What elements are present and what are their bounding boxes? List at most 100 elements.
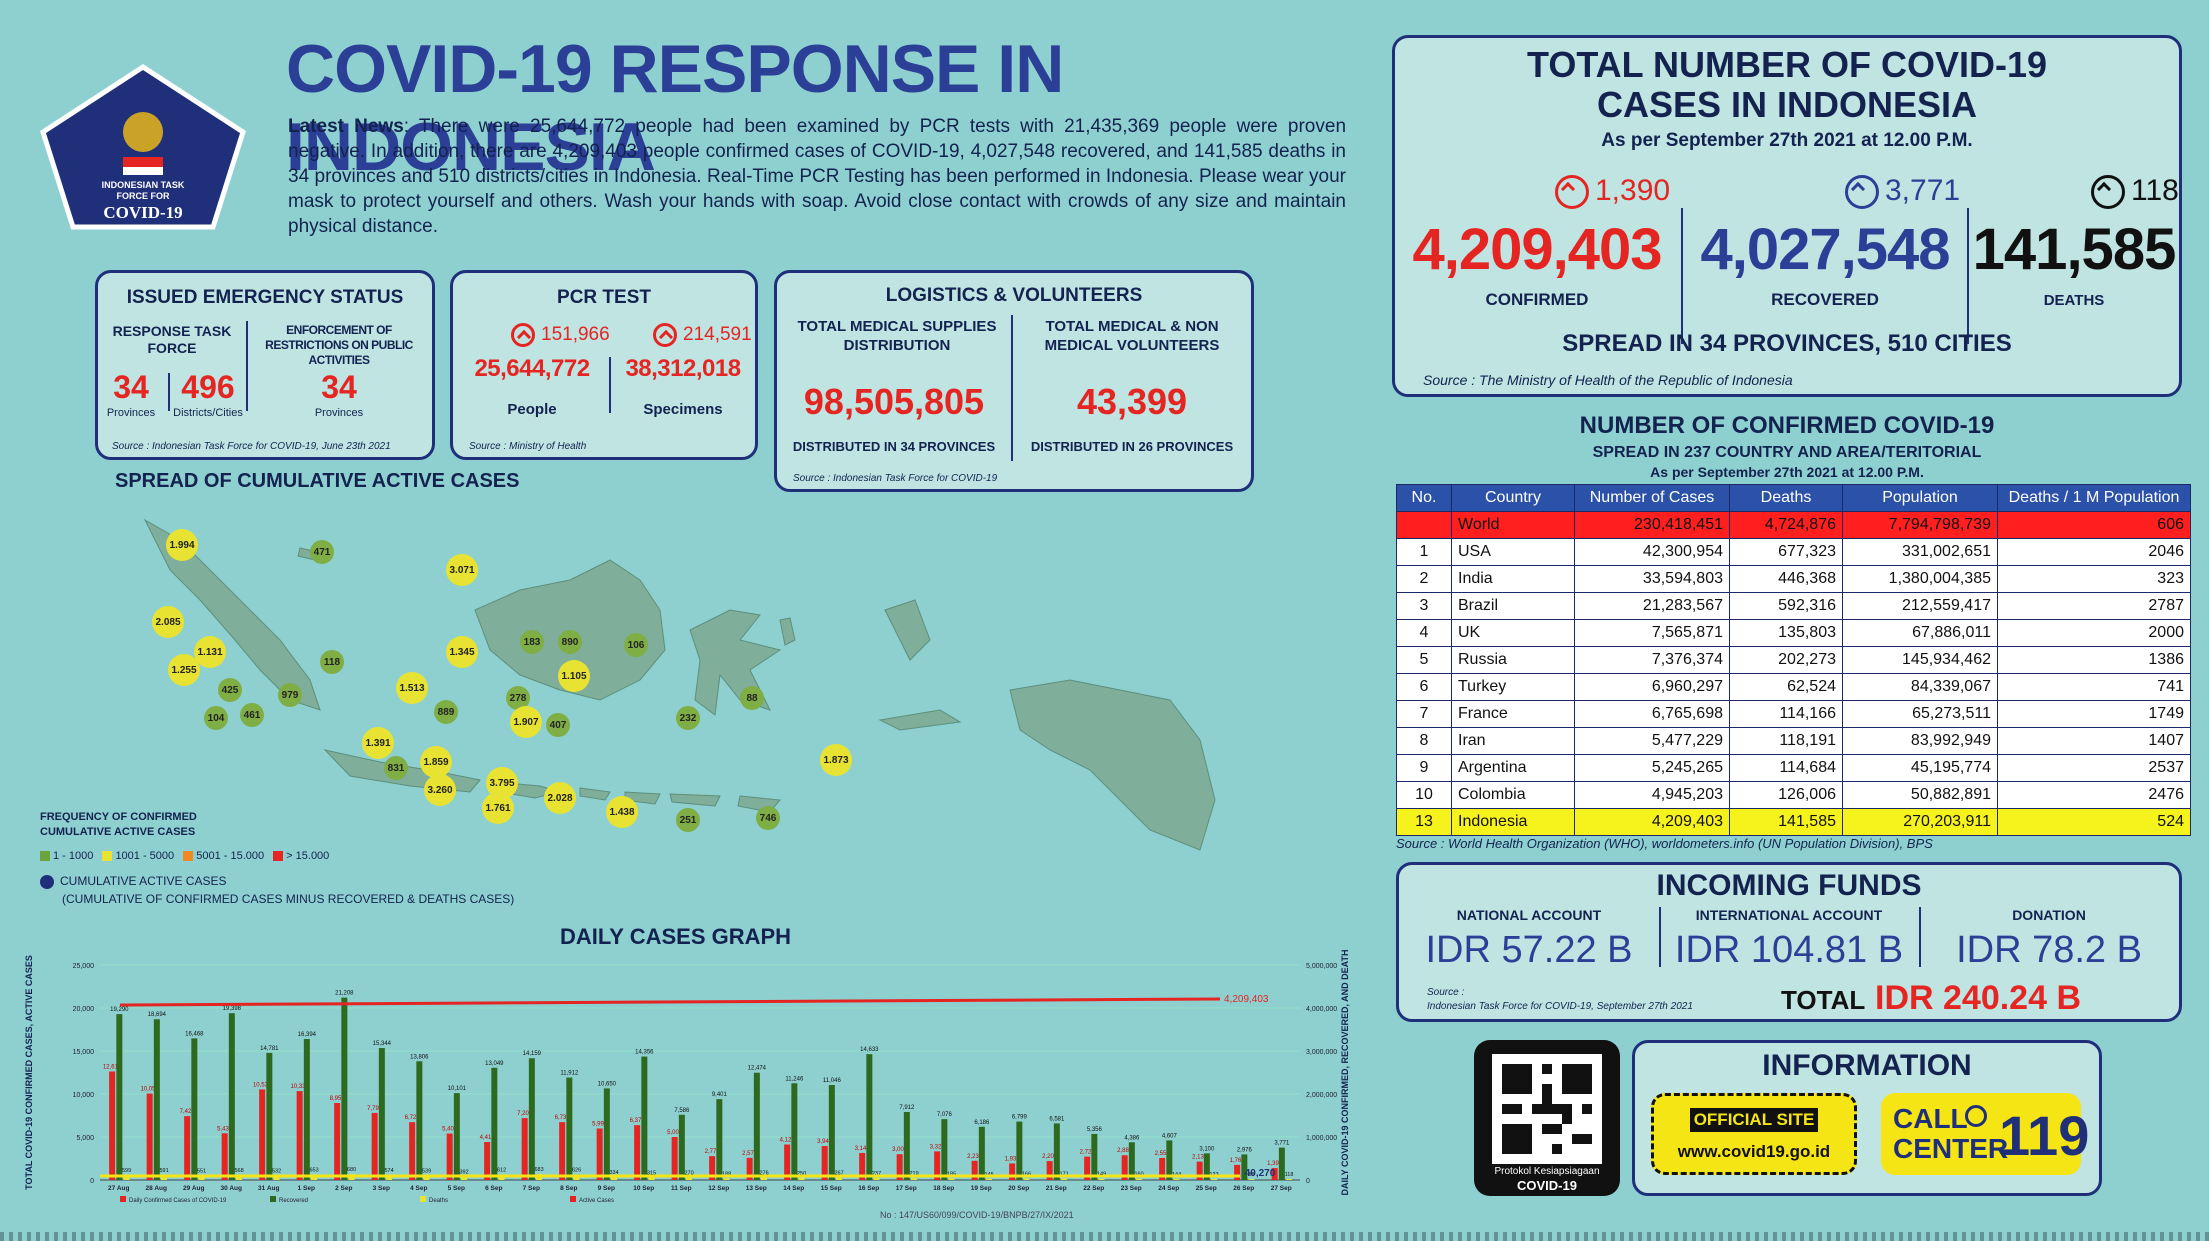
funds-title: INCOMING FUNDS [1656, 869, 1922, 902]
emergency-status-panel: ISSUED EMERGENCY STATUS RESPONSE TASK FO… [95, 270, 435, 460]
confirmed-bar [559, 1122, 566, 1180]
international-label: INTERNATIONAL ACCOUNT [1695, 907, 1883, 923]
table-row: 13 Indonesia 4,209,403 141,585 270,203,911 52… [1396, 808, 2191, 836]
table-cell: 2 [1396, 565, 1452, 593]
confirmed-bar [221, 1133, 228, 1180]
logo-line-1: INDONESIAN TASK [101, 180, 185, 190]
legend-note: (CUMULATIVE OF CONFIRMED CASES MINUS REC… [62, 892, 515, 906]
totals-asof: As per September 27th 2021 at 12.00 P.M. [1601, 130, 1973, 151]
x-tick-label: 25 Sep [1196, 1185, 1217, 1192]
active-cases-value-label: 40,270 [1245, 1168, 1276, 1179]
recovered-bar [978, 1126, 985, 1180]
table-cell: 62,524 [1729, 673, 1843, 701]
qr-card[interactable]: Protokol Kesiapsiagaan COVID-19 [1474, 1040, 1620, 1196]
recovered-data-label: 6,186 [974, 1120, 990, 1126]
logo-line-2: FORCE FOR [116, 191, 170, 201]
emergency-source: Source : Indonesian Task Force for COVID… [112, 441, 391, 452]
pcr-people-inc-value: 151,966 [541, 324, 610, 346]
map-case-bubble: 1.907 [510, 706, 542, 738]
y2-tick-label: 5,000,000 [1306, 963, 1337, 970]
deaths-bar [761, 1177, 768, 1180]
recovered-data-label: 16,468 [185, 1031, 204, 1037]
map-case-bubble: 3.071 [446, 554, 478, 586]
restriction-provinces-value: 34 [321, 369, 357, 405]
official-site-link[interactable]: OFFICIAL SITE www.covid19.go.id [1651, 1093, 1857, 1175]
confirmed-data-label: 3,145 [855, 1146, 871, 1152]
map-case-bubble: 2.085 [152, 606, 184, 638]
recovered-data-label: 14,633 [860, 1047, 879, 1053]
deaths-data-label: 276 [759, 1171, 768, 1177]
x-tick-label: 12 Sep [708, 1185, 729, 1192]
deaths-data-label: 88 [1248, 1172, 1254, 1178]
table-cell: 270,203,911 [1842, 808, 1998, 836]
confirmed-data-label: 7,797 [367, 1106, 383, 1112]
recovered-bar [791, 1083, 798, 1180]
recovered-bar [1166, 1140, 1173, 1180]
x-tick-label: 7 Sep [523, 1185, 540, 1192]
table-cell: Turkey [1451, 673, 1575, 701]
table-cell: 45,195,774 [1842, 754, 1998, 782]
deaths-data-label: 237 [872, 1171, 881, 1177]
map-case-bubble: 979 [278, 683, 302, 707]
supplies-value: 98,505,805 [803, 381, 985, 422]
deaths-data-label: 626 [572, 1168, 581, 1174]
recovered-bar [1241, 1154, 1248, 1180]
x-tick-label: 4 Sep [410, 1185, 427, 1192]
confirmed-data-label: 2,881 [1117, 1148, 1133, 1154]
deaths-data-label: 612 [497, 1168, 506, 1174]
deaths-data-label: 334 [609, 1170, 618, 1176]
deaths-bar [948, 1178, 955, 1180]
table-cell: 13 [1396, 808, 1452, 836]
official-site-badge: OFFICIAL SITE [1690, 1108, 1818, 1132]
table-header-cell: Country [1451, 484, 1575, 512]
recovered-bar [866, 1054, 873, 1180]
recovered-data-label: 7,076 [937, 1112, 953, 1118]
donation-value: IDR 78.2 B [1956, 929, 2142, 971]
map-case-bubble: 407 [546, 713, 570, 737]
confirmed-data-label: 5,403 [442, 1127, 458, 1133]
daily-cases-chart: 25,000 5,000,000 20,000 4,000,000 15,000 3,00… [20, 945, 1360, 1210]
table-cell: 1407 [1997, 727, 2191, 755]
deaths-bar [611, 1177, 618, 1180]
table-cell: 677,323 [1729, 538, 1843, 566]
chart-legend-swatch [570, 1196, 576, 1202]
deaths-bar [1061, 1178, 1068, 1180]
recovered-data-label: 10,650 [598, 1081, 617, 1087]
confirmed-bar [896, 1154, 903, 1180]
table-cell: 230,418,451 [1574, 511, 1730, 539]
x-tick-label: 27 Sep [1271, 1185, 1292, 1192]
confirmed-bar [371, 1112, 378, 1180]
table-row: 10 Colombia 4,945,203 126,006 50,882,891 2476 [1396, 781, 2191, 809]
confirmed-data-label: 10,050 [140, 1087, 159, 1093]
confirmed-data-label: 5,001 [667, 1130, 683, 1136]
recovered-data-label: 12,474 [748, 1066, 767, 1072]
table-cell: 606 [1997, 511, 2191, 539]
table-row: 8 Iran 5,477,229 118,191 83,992,949 1407 [1396, 727, 2191, 755]
recovered-bar [378, 1048, 385, 1180]
legend-label-4: > 15.000 [286, 850, 330, 862]
table-cell: 212,559,417 [1842, 592, 1998, 620]
recovered-data-label: 13,049 [485, 1061, 504, 1067]
qr-code-icon [1492, 1054, 1602, 1164]
map-case-bubble: 104 [204, 706, 228, 730]
recovered-bar [566, 1077, 573, 1180]
world-source: Source : World Health Organization (WHO)… [1396, 836, 1933, 851]
x-tick-label: 15 Sep [821, 1185, 842, 1192]
table-cell: 1 [1396, 538, 1452, 566]
table-cell: 50,882,891 [1842, 781, 1998, 809]
map-case-bubble: 232 [676, 706, 700, 730]
y2-tick-label: 3,000,000 [1306, 1049, 1337, 1056]
map-case-bubble: 1.859 [420, 746, 452, 778]
table-cell: 5 [1396, 646, 1452, 674]
pcr-specimens-increase: 214,591 [653, 323, 752, 347]
table-cell [1396, 511, 1452, 539]
x-tick-label: 13 Sep [746, 1185, 767, 1192]
confirmed-bar [1234, 1164, 1241, 1180]
x-tick-label: 26 Sep [1233, 1185, 1254, 1192]
recovered-data-label: 14,159 [523, 1051, 542, 1057]
call-center-button[interactable]: CALL CENTER 119 [1881, 1093, 2089, 1175]
x-tick-label: 21 Sep [1046, 1185, 1067, 1192]
table-cell: 4,209,403 [1574, 808, 1730, 836]
chart-legend-label: Deaths [429, 1198, 448, 1204]
map-legend-title: FREQUENCY OF CONFIRMED CUMULATIVE ACTIVE… [40, 810, 197, 840]
